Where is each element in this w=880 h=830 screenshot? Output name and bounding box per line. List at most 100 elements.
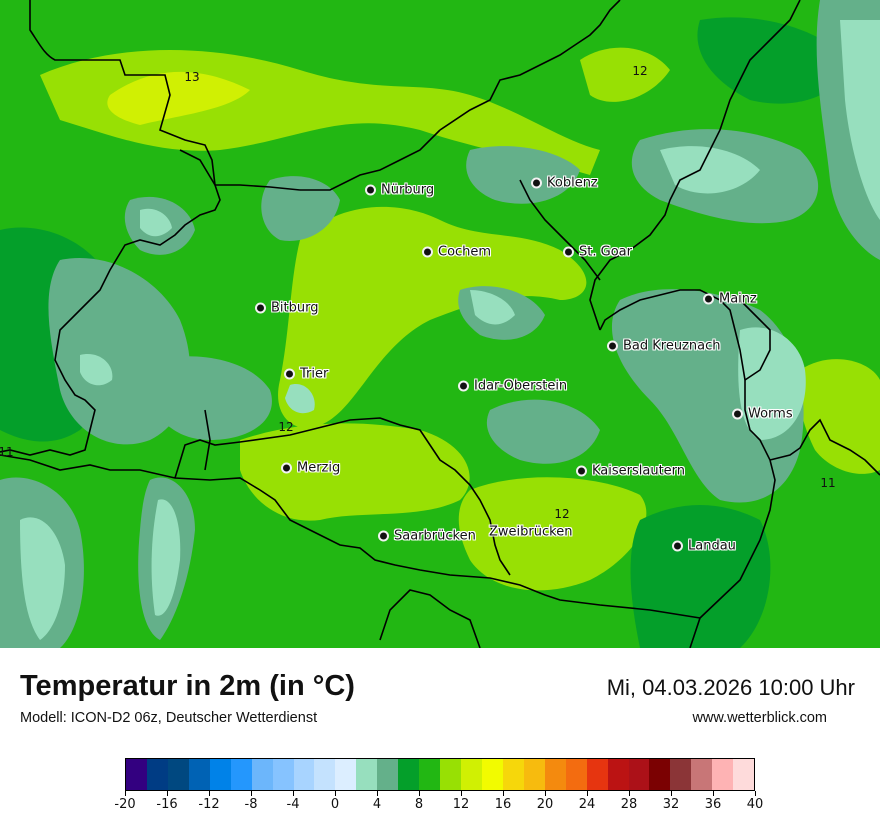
- tick-label: -16: [156, 797, 178, 812]
- city-dot-icon: [672, 540, 683, 552]
- colorbar-segment: [670, 759, 692, 790]
- city-label: Mainz: [719, 291, 757, 307]
- colorbar-segment: [188, 759, 210, 790]
- contour-label: 12: [554, 507, 570, 521]
- city-label: Worms: [748, 406, 793, 422]
- city-marker: Mainz: [703, 292, 757, 307]
- city-label: Bitburg: [271, 300, 319, 316]
- city-marker: Idar-Oberstein: [458, 379, 567, 394]
- city-label: Merzig: [297, 460, 341, 476]
- website-link[interactable]: www.wetterblick.com: [692, 710, 827, 726]
- colorbar-segment: [398, 759, 420, 790]
- city-dot-icon: [703, 293, 714, 305]
- map-legend-footer: Temperatur in 2m (in °C) Modell: ICON-D2…: [0, 648, 880, 830]
- tick-mark: [628, 791, 630, 796]
- city-marker: Koblenz: [531, 176, 598, 191]
- colorbar-segment: [314, 759, 336, 790]
- city-dot-icon: [365, 184, 376, 196]
- city-dot-icon: [255, 302, 266, 314]
- colorbar-segment: [146, 759, 168, 790]
- city-label: Cochem: [438, 244, 492, 260]
- tick-label: 32: [662, 797, 680, 812]
- tick-label: 36: [704, 797, 722, 812]
- city-label: Nürburg: [381, 182, 435, 198]
- colorbar-segment: [523, 759, 545, 790]
- city-marker: Trier: [284, 367, 328, 382]
- tick-mark: [166, 791, 168, 796]
- tick-label: 8: [414, 797, 424, 812]
- colorbar-segment: [356, 759, 378, 790]
- tick-label: 12: [452, 797, 470, 812]
- tick-mark: [754, 791, 756, 796]
- tick-label: 0: [330, 797, 340, 812]
- tick-label: 40: [746, 797, 764, 812]
- colorbar-segment: [230, 759, 252, 790]
- colorbar-segment: [440, 759, 461, 790]
- tick-mark: [292, 791, 294, 796]
- tick-label: 16: [494, 797, 512, 812]
- city-marker: Zweibrücken: [489, 525, 572, 540]
- city-label: Koblenz: [547, 175, 598, 191]
- tick-label: 20: [536, 797, 554, 812]
- city-label: Kaiserslautern: [592, 463, 686, 479]
- colorbar-segment: [377, 759, 399, 790]
- colorbar-segment: [293, 759, 315, 790]
- tick-label: 24: [578, 797, 596, 812]
- temperature-map: Nürburg Koblenz Cochem St. Goar Bitburg Mainz…: [0, 0, 880, 648]
- city-marker: Worms: [732, 407, 793, 422]
- tick-mark: [712, 791, 714, 796]
- tick-mark: [586, 791, 588, 796]
- city-dot-icon: [563, 246, 574, 258]
- colorbar-segment: [544, 759, 566, 790]
- contour-label: 11: [820, 476, 836, 490]
- tick-mark: [250, 791, 252, 796]
- model-source: Modell: ICON-D2 06z, Deutscher Wetterdie…: [20, 710, 318, 726]
- tick-mark: [544, 791, 546, 796]
- city-label: Bad Kreuznach: [623, 338, 721, 354]
- city-dot-icon: [422, 246, 433, 258]
- city-marker: Saarbrücken: [378, 529, 476, 544]
- city-marker: Nürburg: [365, 183, 434, 198]
- contour-label: 12: [632, 64, 648, 78]
- colorbar-segment: [628, 759, 650, 790]
- city-dot-icon: [378, 530, 389, 542]
- tick-label: -20: [114, 797, 136, 812]
- city-dot-icon: [281, 462, 292, 474]
- colorbar-segment: [502, 759, 524, 790]
- city-label: Saarbrücken: [394, 528, 476, 544]
- city-marker: Bitburg: [255, 301, 319, 316]
- city-marker: Cochem: [422, 245, 491, 260]
- tick-label: -4: [286, 797, 300, 812]
- tick-label: 4: [372, 797, 382, 812]
- colorbar-segment: [209, 759, 231, 790]
- tick-mark: [376, 791, 378, 796]
- colorbar-segment: [126, 759, 147, 790]
- city-marker: Kaiserslautern: [576, 464, 685, 479]
- tick-mark: [460, 791, 462, 796]
- temperature-colorbar: [125, 758, 755, 791]
- colorbar-segment: [733, 759, 755, 790]
- tick-label: 28: [620, 797, 638, 812]
- city-marker: Bad Kreuznach: [607, 339, 721, 354]
- contour-label: 11: [0, 445, 14, 459]
- colorbar-segment: [712, 759, 734, 790]
- colorbar-segment: [419, 759, 441, 790]
- city-label: Trier: [300, 366, 329, 382]
- tick-mark: [670, 791, 672, 796]
- city-dot-icon: [576, 465, 587, 477]
- contour-label: 12: [278, 420, 294, 434]
- colorbar-segment: [272, 759, 294, 790]
- contour-label: 13: [184, 70, 200, 84]
- colorbar-segment: [565, 759, 587, 790]
- city-dot-icon: [458, 380, 469, 392]
- tick-mark: [208, 791, 210, 796]
- city-marker: St. Goar: [563, 245, 632, 260]
- colorbar-segment: [461, 759, 482, 790]
- tick-mark: [502, 791, 504, 796]
- city-dot-icon: [531, 177, 542, 189]
- city-label: St. Goar: [579, 244, 632, 260]
- city-dot-icon: [284, 368, 295, 380]
- colorbar-ticks: -20 -16 -12 -8 -4 0 4 8 12 16 20 24 28 32 36 40: [114, 791, 763, 821]
- colorbar-segment: [481, 759, 503, 790]
- colorbar-segment: [586, 759, 608, 790]
